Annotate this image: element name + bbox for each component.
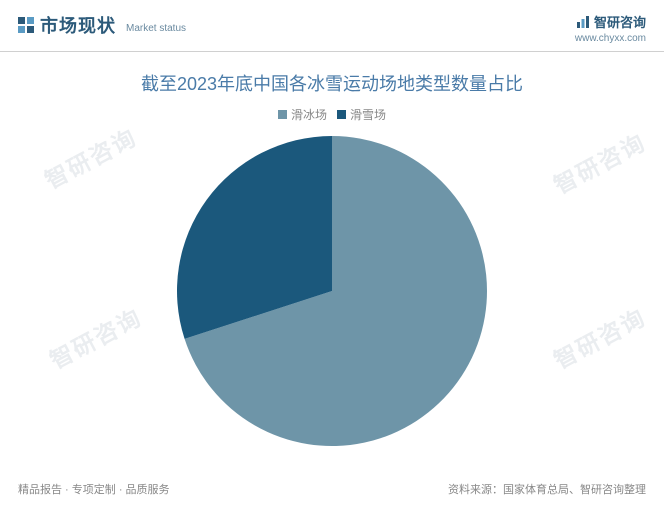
- legend-label: 滑冰场: [291, 106, 327, 123]
- legend-item: 滑雪场: [337, 106, 386, 123]
- header-left: 市场现状 Market status: [18, 12, 186, 38]
- chart-title: 截至2023年底中国各冰雪运动场地类型数量占比: [0, 70, 664, 96]
- header-title: 市场现状: [40, 12, 116, 38]
- brand-url: www.chyxx.com: [575, 33, 646, 44]
- pie-chart: [172, 131, 492, 451]
- page-header: 市场现状 Market status 智研咨询 www.chyxx.com: [0, 0, 664, 52]
- brand-name: 智研咨询: [594, 12, 646, 31]
- page-footer: 精品报告 · 专项定制 · 品质服务 资料来源：国家体育总局、智研咨询整理: [0, 481, 664, 497]
- footer-left: 精品报告 · 专项定制 · 品质服务: [18, 481, 170, 497]
- header-square-icon: [18, 17, 34, 33]
- legend-swatch-icon: [337, 110, 346, 119]
- brand-line: 智研咨询: [576, 12, 646, 31]
- legend-swatch-icon: [278, 110, 287, 119]
- legend-label: 滑雪场: [350, 106, 386, 123]
- chart-area: [0, 131, 664, 451]
- chart-legend: 滑冰场 滑雪场: [0, 106, 664, 123]
- footer-right: 资料来源：国家体育总局、智研咨询整理: [448, 481, 646, 497]
- brand-bar-icon: [576, 15, 590, 29]
- header-right: 智研咨询 www.chyxx.com: [575, 12, 646, 44]
- header-subtitle: Market status: [126, 23, 186, 34]
- legend-item: 滑冰场: [278, 106, 327, 123]
